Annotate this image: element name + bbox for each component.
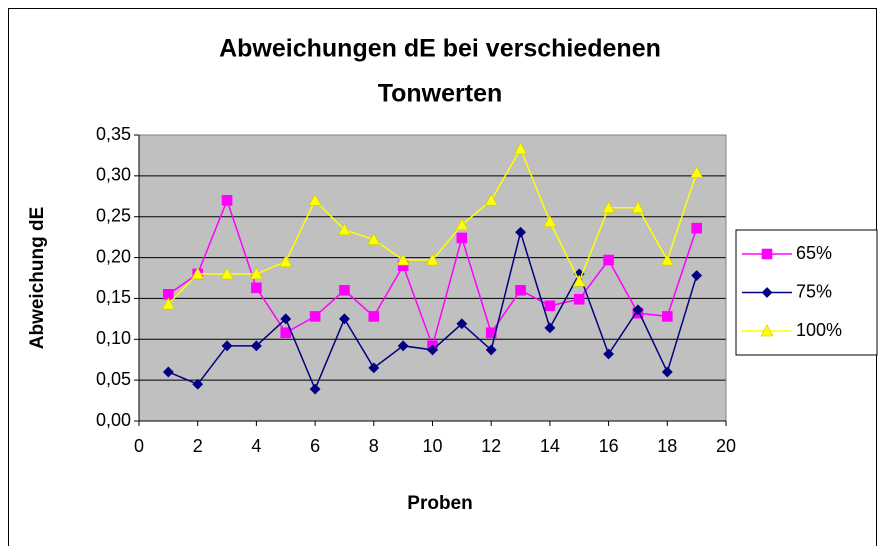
- x-tick-label: 14: [540, 436, 560, 456]
- marker: [280, 327, 292, 339]
- marker: [368, 311, 380, 322]
- y-tick-label: 0,05: [96, 369, 131, 389]
- marker: [221, 195, 233, 206]
- marker: [339, 313, 350, 325]
- marker: [515, 284, 526, 296]
- legend-label: 100%: [796, 320, 842, 340]
- plot-area: [139, 135, 726, 421]
- x-tick-label: 4: [251, 436, 261, 456]
- x-tick-label: 2: [193, 436, 203, 456]
- marker: [308, 193, 322, 206]
- marker: [250, 340, 262, 352]
- marker: [632, 304, 644, 316]
- x-tick-label: 18: [657, 436, 677, 456]
- marker: [337, 223, 351, 236]
- marker: [279, 255, 293, 267]
- marker: [456, 318, 468, 330]
- marker: [249, 267, 263, 280]
- marker: [515, 226, 526, 238]
- y-tick-label: 0,10: [96, 328, 131, 348]
- marker: [485, 344, 497, 356]
- y-axis-title: Abweichung dE: [27, 207, 48, 350]
- marker: [631, 201, 645, 214]
- marker: [761, 248, 773, 260]
- y-tick-label: 0,30: [96, 165, 131, 185]
- y-tick-label: 0,20: [96, 246, 131, 266]
- marker: [603, 348, 615, 360]
- x-tick-label: 0: [134, 436, 144, 456]
- marker: [661, 311, 673, 322]
- marker: [191, 267, 205, 280]
- x-axis-title: Proben: [407, 493, 472, 514]
- marker: [572, 274, 586, 287]
- marker: [691, 222, 702, 234]
- marker: [339, 284, 350, 296]
- marker: [603, 254, 614, 266]
- marker: [161, 297, 175, 310]
- marker: [397, 340, 409, 352]
- marker: [425, 253, 440, 266]
- marker: [192, 378, 204, 390]
- marker: [280, 313, 292, 325]
- marker: [455, 218, 469, 231]
- marker: [368, 362, 380, 374]
- marker: [309, 311, 321, 322]
- marker: [309, 383, 321, 395]
- marker: [514, 142, 528, 155]
- chart-title: Abweichungen dE bei verschiedenen: [219, 35, 661, 63]
- legend-label: 65%: [796, 243, 832, 263]
- marker: [367, 232, 381, 245]
- marker: [544, 300, 556, 312]
- marker: [660, 253, 674, 266]
- marker: [602, 201, 616, 214]
- marker: [761, 287, 773, 298]
- y-tick-label: 0,00: [96, 410, 131, 430]
- marker: [221, 340, 233, 352]
- marker: [220, 267, 234, 280]
- legend-label: 75%: [796, 281, 832, 301]
- x-tick-label: 20: [716, 436, 736, 456]
- marker: [573, 293, 585, 305]
- x-tick-label: 16: [599, 436, 619, 456]
- marker: [251, 282, 262, 294]
- x-tick-label: 10: [422, 436, 442, 456]
- x-tick-label: 12: [481, 436, 501, 456]
- y-tick-label: 0,35: [96, 124, 131, 144]
- x-tick-label: 6: [310, 436, 320, 456]
- marker: [396, 253, 410, 266]
- marker: [760, 324, 774, 337]
- marker: [162, 366, 174, 378]
- marker: [544, 322, 556, 334]
- marker: [691, 270, 703, 281]
- y-tick-label: 0,25: [96, 205, 131, 225]
- marker: [427, 344, 438, 356]
- marker: [484, 193, 498, 206]
- y-tick-label: 0,15: [96, 287, 131, 307]
- marker: [661, 366, 673, 378]
- marker: [690, 165, 704, 178]
- marker: [456, 232, 468, 244]
- x-tick-label: 8: [369, 436, 379, 456]
- marker: [543, 214, 557, 227]
- chart-title: Tonwerten: [378, 80, 503, 108]
